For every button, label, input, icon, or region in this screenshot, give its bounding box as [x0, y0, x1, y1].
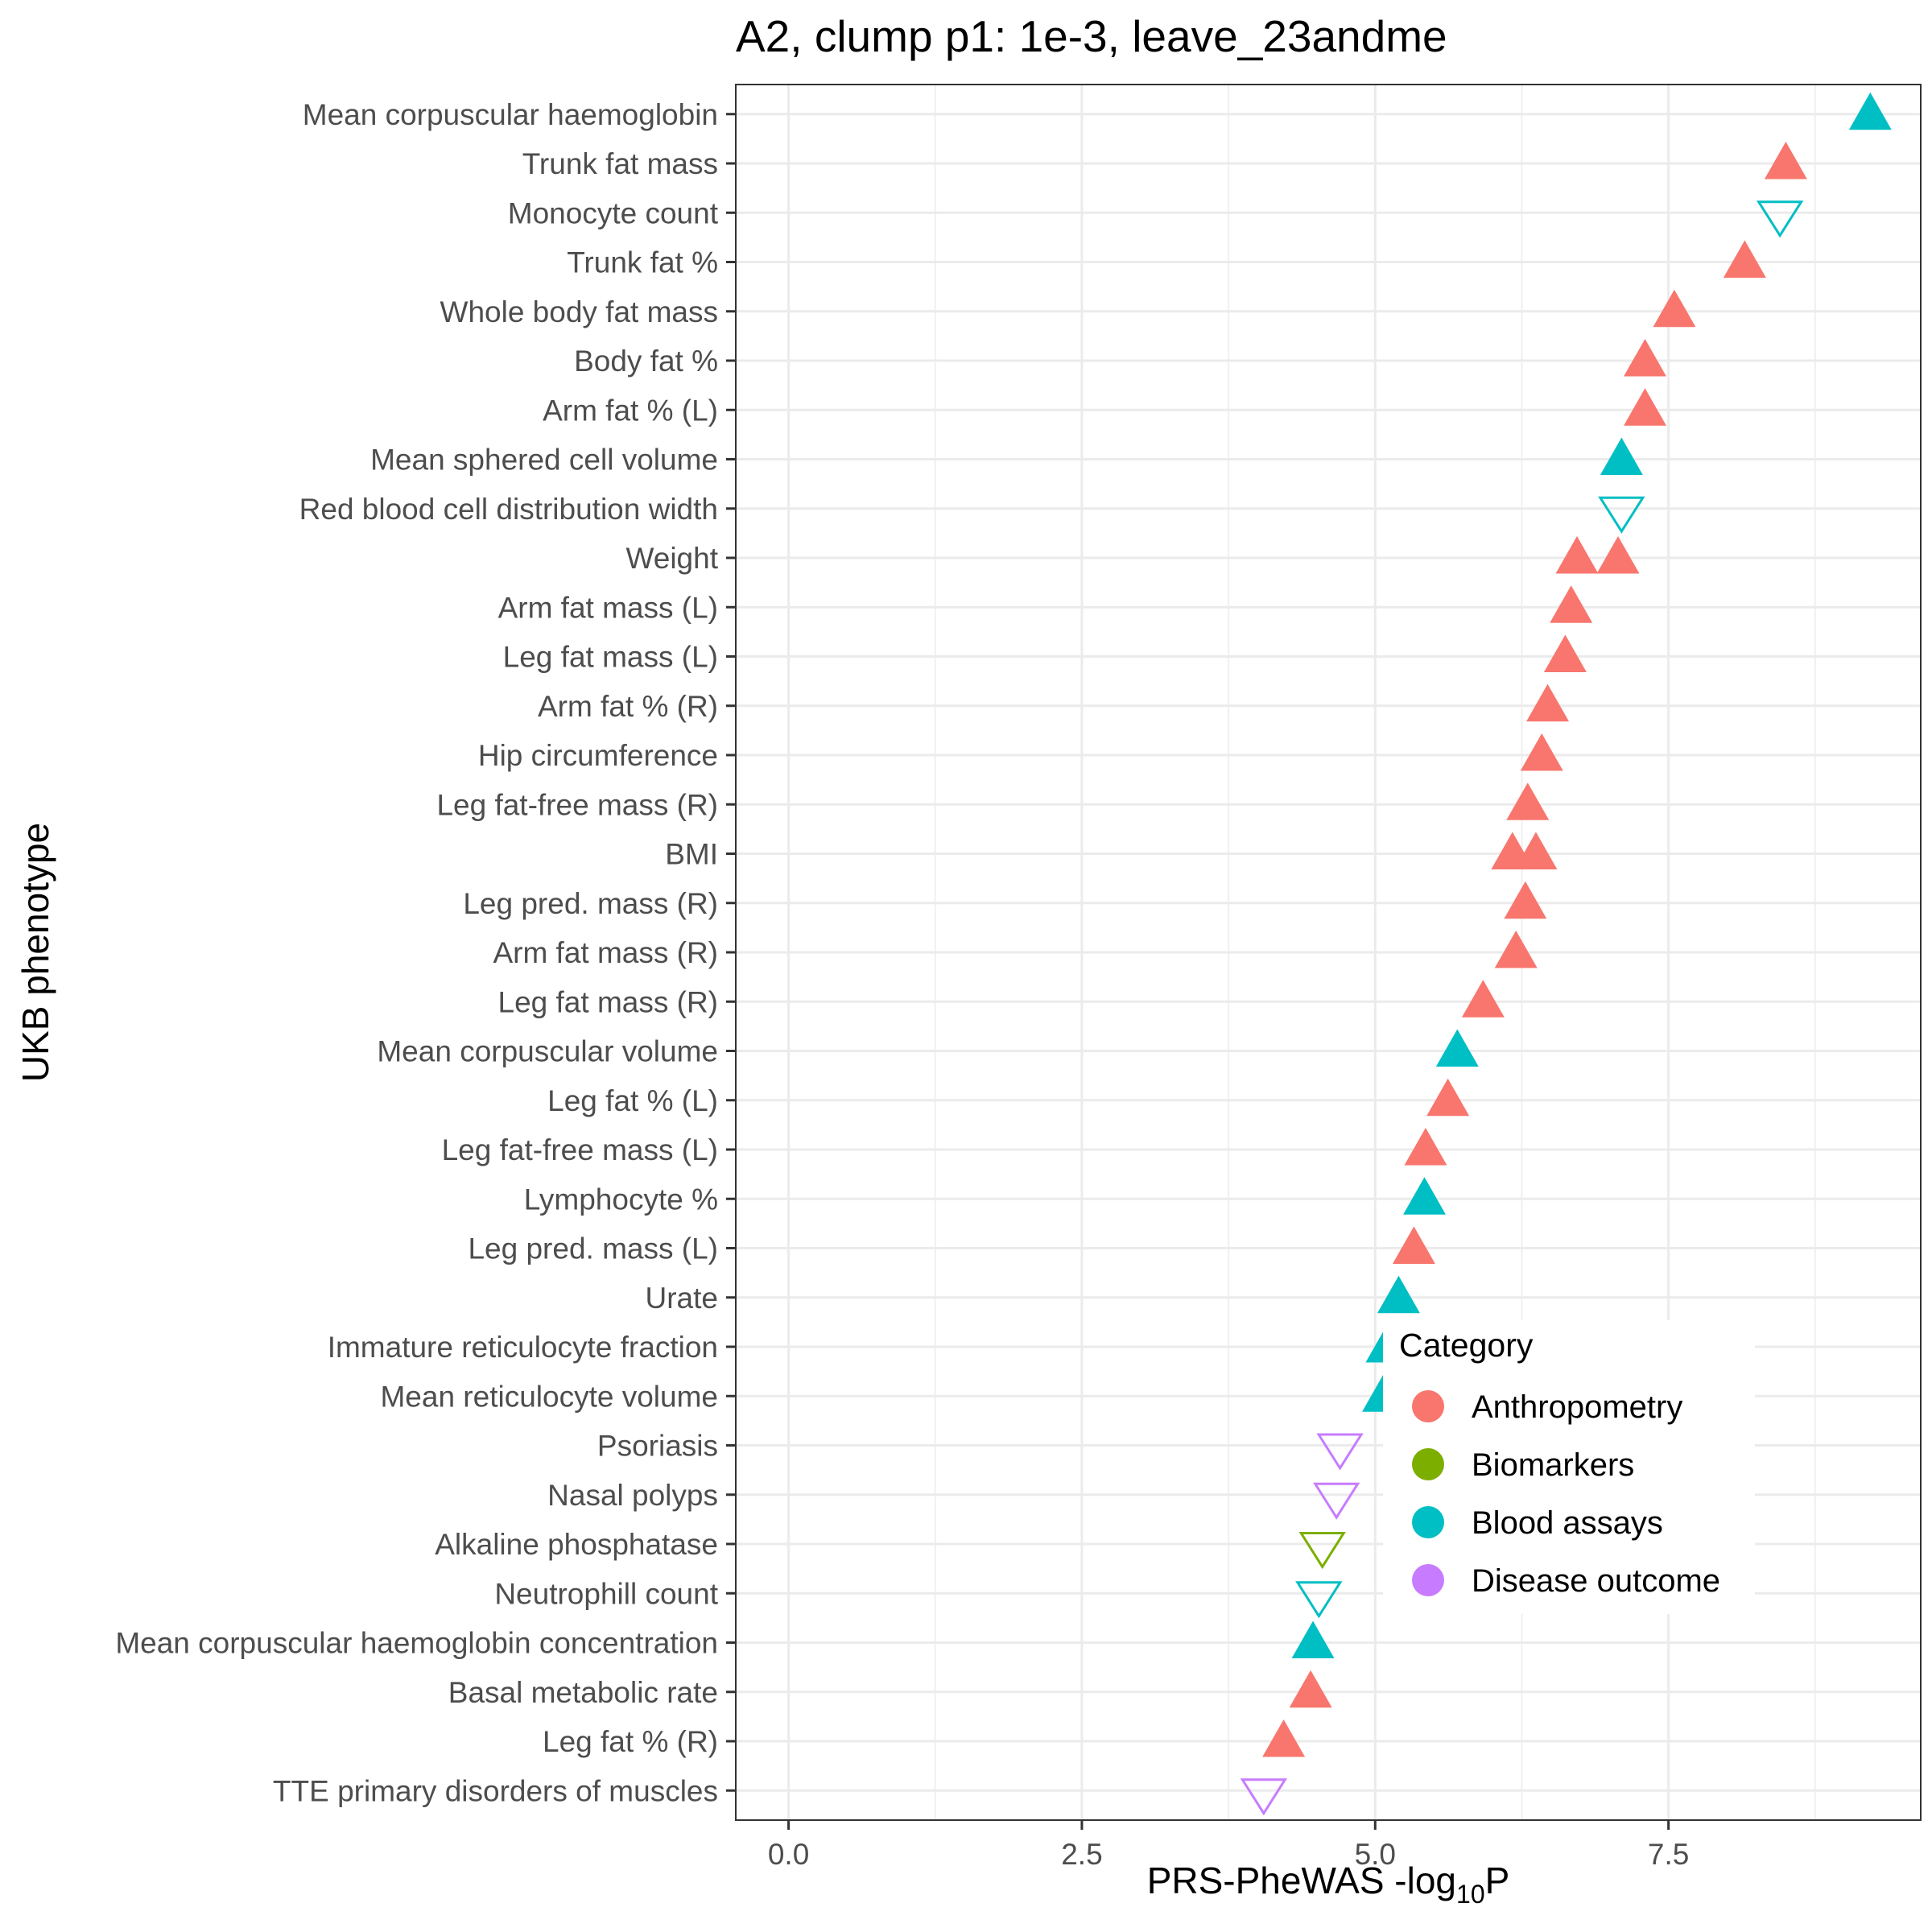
- point-up-triangle: [1504, 881, 1547, 919]
- y-tick-label: Trunk fat mass: [522, 147, 718, 180]
- y-tick-label: Arm fat % (L): [543, 394, 718, 427]
- legend-background: [1383, 1320, 1755, 1614]
- y-tick-label: Immature reticulocyte fraction: [328, 1331, 718, 1364]
- y-tick-label: Leg pred. mass (R): [463, 887, 718, 920]
- y-tick-label: Leg fat % (R): [543, 1725, 718, 1758]
- y-tick-label: Mean corpuscular haemoglobin: [303, 98, 718, 131]
- y-tick-label: Mean reticulocyte volume: [380, 1380, 718, 1413]
- point-up-triangle: [1291, 1620, 1335, 1658]
- y-tick-label: Mean corpuscular volume: [377, 1035, 718, 1068]
- y-tick-label: Mean sphered cell volume: [370, 444, 718, 477]
- point-down-triangle: [1598, 496, 1645, 534]
- point-up-triangle: [1596, 536, 1640, 574]
- point-up-triangle: [1392, 1226, 1435, 1264]
- point-up-triangle: [1506, 782, 1550, 820]
- point-up-triangle: [1403, 1177, 1446, 1215]
- point-up-triangle: [1426, 1078, 1470, 1117]
- y-tick-label: Weight: [626, 542, 719, 575]
- point-up-triangle: [1435, 1029, 1479, 1067]
- point-up-triangle: [1526, 683, 1569, 722]
- point-down-triangle: [1756, 200, 1804, 238]
- legend-label: Blood assays: [1472, 1505, 1663, 1541]
- y-tick-label: Trunk fat %: [567, 246, 718, 279]
- point-up-triangle: [1494, 931, 1538, 968]
- x-axis-title-suffix: P: [1485, 1860, 1510, 1901]
- y-tick-label: Body fat %: [574, 345, 718, 378]
- y-tick-label: Psoriasis: [597, 1430, 718, 1463]
- point-up-triangle: [1624, 339, 1666, 377]
- point-up-triangle: [1289, 1670, 1332, 1708]
- y-tick-label: Leg pred. mass (L): [468, 1232, 718, 1265]
- y-tick-label: Arm fat mass (L): [498, 591, 718, 624]
- y-tick-label: Lymphocyte %: [524, 1183, 718, 1216]
- grid-lines: [736, 85, 1921, 1820]
- y-tick-label: Whole body fat mass: [440, 295, 718, 328]
- chart-title: A2, clump p1: 1e-3, leave_23andme: [736, 11, 1447, 61]
- point-up-triangle: [1555, 536, 1599, 574]
- legend: Category Anthropometry Biomarkers Blood ass…: [1383, 1320, 1755, 1614]
- point-up-triangle: [1764, 142, 1807, 180]
- point-down-triangle: [1295, 1581, 1343, 1619]
- y-tick-label: Alkaline phosphatase: [435, 1528, 718, 1561]
- point-up-triangle: [1514, 832, 1558, 869]
- point-down-triangle: [1316, 1433, 1364, 1471]
- y-tick-label: Urate: [646, 1282, 718, 1315]
- x-axis-title-subscript: 10: [1456, 1880, 1485, 1909]
- y-tick-label: Arm fat mass (R): [493, 936, 718, 969]
- x-tick-label: 7.5: [1648, 1838, 1689, 1871]
- y-tick-label: Arm fat % (R): [538, 690, 718, 723]
- y-tick-label: Red blood cell distribution width: [299, 493, 718, 526]
- legend-label: Anthropometry: [1472, 1389, 1682, 1425]
- point-up-triangle: [1377, 1275, 1420, 1314]
- y-tick-label: Basal metabolic rate: [448, 1676, 718, 1709]
- y-tick-label: BMI: [665, 838, 718, 871]
- y-tick-label: Leg fat-free mass (L): [442, 1133, 718, 1166]
- y-tick-label: Leg fat-free mass (R): [436, 788, 718, 821]
- point-up-triangle: [1848, 92, 1892, 130]
- legend-key-dot: [1412, 1564, 1444, 1596]
- point-down-triangle: [1298, 1532, 1346, 1570]
- point-up-triangle: [1262, 1719, 1306, 1757]
- y-tick-label: Nasal polyps: [547, 1479, 718, 1512]
- legend-title: Category: [1399, 1327, 1534, 1364]
- point-up-triangle: [1624, 388, 1666, 426]
- y-tick-label: Leg fat mass (R): [498, 985, 718, 1018]
- point-up-triangle: [1543, 634, 1587, 672]
- point-up-triangle: [1404, 1128, 1447, 1166]
- point-up-triangle: [1461, 980, 1505, 1018]
- y-tick-label: Neutrophill count: [494, 1577, 718, 1610]
- y-tick-label: Mean corpuscular haemoglobin concentrati…: [115, 1627, 718, 1660]
- data-points: [1240, 92, 1892, 1816]
- y-axis-title: UKB phenotype: [14, 823, 56, 1082]
- y-tick-label: Monocyte count: [508, 196, 719, 229]
- y-tick-label: Leg fat mass (L): [503, 641, 718, 674]
- point-down-triangle: [1313, 1482, 1360, 1520]
- y-tick-label: TTE primary disorders of muscles: [273, 1774, 718, 1807]
- y-tick-label: Hip circumference: [478, 739, 718, 772]
- legend-label: Disease outcome: [1472, 1563, 1720, 1599]
- point-up-triangle: [1600, 437, 1643, 475]
- x-axis-title-main: PRS-PheWAS -log: [1147, 1860, 1456, 1901]
- y-axis: Mean corpuscular haemoglobin Trunk fat ma…: [115, 98, 736, 1807]
- x-axis-title: PRS-PheWAS -log10P: [1147, 1860, 1510, 1909]
- x-tick-label: 5.0: [1355, 1838, 1396, 1871]
- legend-key-dot: [1412, 1448, 1444, 1480]
- x-tick-label: 2.5: [1061, 1838, 1102, 1871]
- legend-key-dot: [1412, 1390, 1444, 1422]
- legend-key-dot: [1412, 1506, 1444, 1538]
- y-tick-label: Leg fat % (L): [547, 1084, 718, 1117]
- point-up-triangle: [1520, 733, 1563, 771]
- x-tick-label: 0.0: [768, 1838, 809, 1871]
- legend-label: Biomarkers: [1472, 1447, 1634, 1483]
- point-up-triangle: [1550, 585, 1593, 623]
- point-down-triangle: [1240, 1778, 1288, 1816]
- point-up-triangle: [1653, 289, 1696, 328]
- point-up-triangle: [1723, 240, 1766, 278]
- x-axis: 0.0 2.5 5.0 7.5: [768, 1820, 1689, 1871]
